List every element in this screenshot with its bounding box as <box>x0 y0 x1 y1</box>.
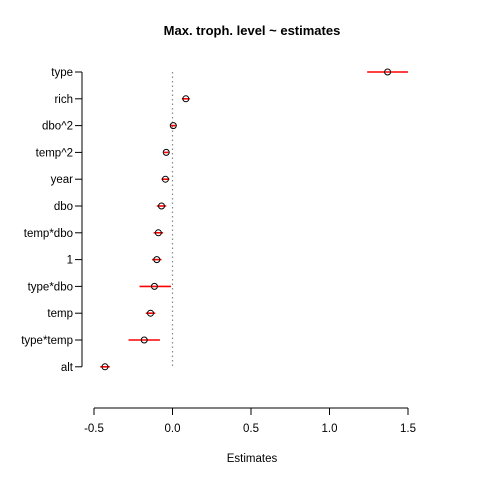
estimate-point-temp <box>147 309 155 317</box>
y-tick-label: type*temp <box>21 335 73 347</box>
y-tick-label: dbo^2 <box>42 121 73 133</box>
y-tick-label: alt <box>61 362 74 374</box>
estimate-point-1 <box>153 256 161 264</box>
estimate-point-temp*dbo <box>154 229 162 237</box>
estimate-point-dbo <box>158 202 166 210</box>
x-tick-label: -0.5 <box>84 423 104 435</box>
x-tick-label: 0.0 <box>165 423 181 435</box>
estimate-point-type*temp <box>140 336 148 344</box>
x-axis-label: Estimates <box>227 453 278 465</box>
y-tick-label: year <box>51 174 74 186</box>
y-tick-label: rich <box>54 94 73 106</box>
y-tick-label: temp^2 <box>36 147 73 159</box>
y-tick-label: dbo <box>54 201 73 213</box>
x-tick-label: 1.0 <box>322 423 338 435</box>
y-tick-label: type*dbo <box>28 281 73 293</box>
y-tick-label: type <box>51 67 73 79</box>
y-tick-label: 1 <box>67 255 73 267</box>
estimate-point-temp^2 <box>162 148 170 156</box>
y-tick-label: temp*dbo <box>24 228 73 240</box>
estimate-point-rich <box>182 95 190 103</box>
estimate-point-alt <box>101 363 109 371</box>
estimate-point-type*dbo <box>150 282 158 290</box>
estimate-point-dbo^2 <box>169 122 177 130</box>
chart-title: Max. troph. level ~ estimates <box>164 23 341 38</box>
estimate-point-year <box>161 175 169 183</box>
x-tick-label: 0.5 <box>243 423 259 435</box>
x-tick-label: 1.5 <box>400 423 416 435</box>
estimate-point-type <box>384 68 392 76</box>
y-tick-label: temp <box>47 308 73 320</box>
